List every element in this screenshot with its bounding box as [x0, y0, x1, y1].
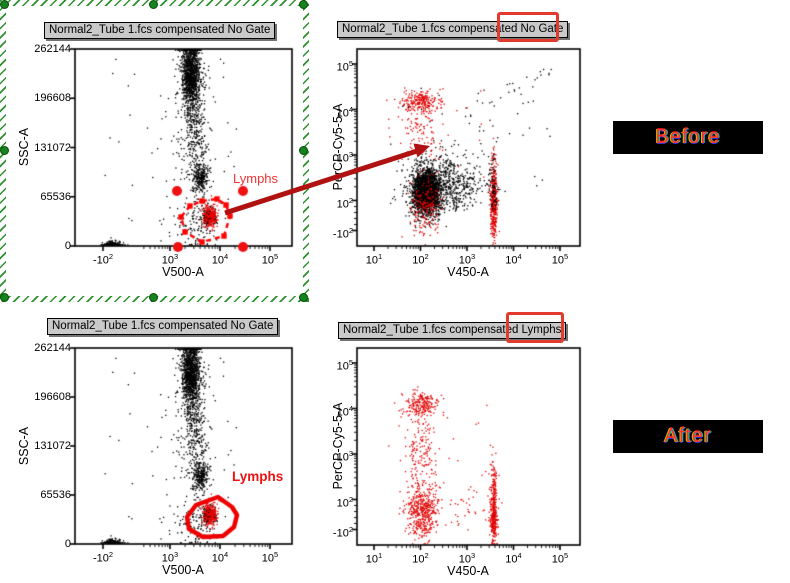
x-tick-label: 102 — [412, 252, 429, 267]
y-tick-label: 102 — [336, 494, 353, 510]
y-tick-label: 102 — [336, 195, 353, 211]
scatter-plot-percp-vs-v450-lymphs[interactable] — [350, 346, 587, 555]
x-axis-label: V450-A — [447, 564, 489, 578]
after-banner: After — [613, 420, 763, 453]
x-tick-label: 104 — [505, 551, 522, 566]
x-axis-label: V500-A — [162, 265, 204, 279]
y-tick-label: 65536 — [40, 489, 71, 501]
before-banner: Before — [613, 121, 763, 154]
x-tick-label: 104 — [211, 252, 229, 267]
y-axis-label: SSC-A — [17, 127, 31, 167]
plot-title[interactable]: Normal2_Tube 1.fcs compensated No Gate — [47, 318, 279, 335]
y-tick-label: 196608 — [34, 92, 71, 105]
y-tick-label: 196608 — [34, 391, 71, 403]
plot-title[interactable]: Normal2_Tube 1.fcs compensated No Gate — [44, 22, 276, 39]
x-tick-label: 103 — [161, 252, 179, 267]
gate-label-lymphs[interactable]: Lymphs — [232, 469, 284, 484]
y-tick-label: 0 — [64, 538, 71, 550]
y-tick-label: 0 — [64, 240, 71, 252]
scatter-plot-ssc-vs-v500-before[interactable] — [68, 47, 299, 256]
selection-handle[interactable] — [0, 146, 9, 155]
x-tick-label: 103 — [458, 252, 476, 267]
y-tick-label: 131072 — [34, 141, 71, 154]
x-tick-label: 103 — [458, 551, 476, 566]
y-tick-label: 131072 — [34, 440, 71, 452]
y-tick-label: 105 — [336, 358, 353, 373]
x-axis-label: V500-A — [162, 563, 204, 577]
selection-handle[interactable] — [299, 293, 308, 302]
x-tick-label: 102 — [412, 551, 429, 566]
gate-label-lymphs[interactable]: Lymphs — [233, 171, 279, 186]
x-tick-label: 105 — [551, 252, 569, 267]
y-tick-label: -102 — [332, 225, 353, 241]
highlight-box-no-gate — [497, 12, 559, 42]
x-tick-label: -102 — [92, 252, 114, 267]
x-tick-label: -102 — [92, 550, 114, 565]
y-tick-label: -102 — [332, 524, 353, 540]
y-tick-label: 105 — [336, 59, 353, 74]
x-tick-label: 103 — [161, 550, 179, 565]
x-axis-label: V450-A — [447, 265, 489, 279]
after-banner-text: After — [664, 425, 712, 447]
plot-title[interactable]: Normal2_Tube 1.fcs compensated No Gate — [337, 21, 569, 38]
y-tick-label: 65536 — [40, 190, 71, 203]
x-tick-label: 101 — [365, 551, 383, 566]
x-tick-label: 101 — [365, 252, 383, 267]
y-axis-label: SSC-A — [17, 426, 31, 466]
y-tick-label: 104 — [336, 403, 353, 419]
selection-handle[interactable] — [299, 0, 308, 9]
selection-handle[interactable] — [0, 293, 9, 302]
y-tick-label: 103 — [336, 150, 353, 165]
selection-handle[interactable] — [149, 0, 158, 9]
selection-handle[interactable] — [299, 146, 308, 155]
selection-handle[interactable] — [0, 0, 9, 9]
highlight-box-lymphs — [506, 312, 564, 343]
x-tick-label: 105 — [261, 252, 279, 267]
y-tick-label: 262144 — [34, 43, 71, 55]
before-banner-text: Before — [655, 126, 721, 148]
y-tick-label: 262144 — [34, 342, 71, 354]
x-tick-label: 104 — [211, 550, 229, 565]
scatter-plot-percp-vs-v450-no-gate[interactable] — [350, 47, 587, 256]
x-tick-label: 105 — [261, 550, 279, 565]
x-tick-label: 105 — [551, 551, 569, 566]
y-tick-label: 103 — [336, 449, 353, 464]
selection-handle[interactable] — [149, 293, 158, 302]
y-tick-label: 104 — [336, 104, 353, 120]
x-tick-label: 104 — [505, 252, 522, 267]
scatter-plot-ssc-vs-v500-after[interactable] — [68, 346, 299, 554]
